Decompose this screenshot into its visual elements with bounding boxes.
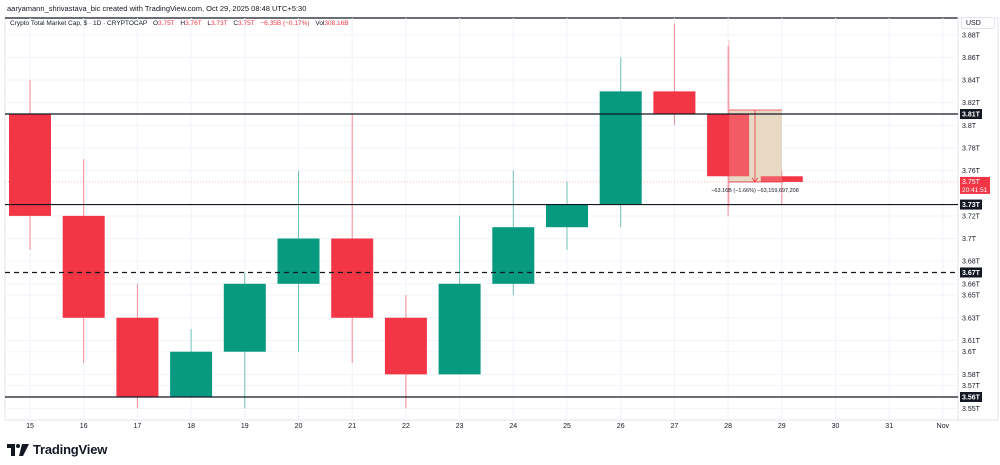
time-tick-label: 31 — [885, 423, 893, 430]
price-tick-label: 3.8T — [962, 123, 977, 130]
low-label: L — [207, 20, 212, 27]
tradingview-logo-icon — [7, 443, 29, 456]
candle-body[interactable] — [707, 114, 750, 177]
candle-body[interactable] — [384, 317, 427, 375]
volume-value: 308.16B — [324, 20, 349, 27]
price-tick-label: 3.78T — [962, 145, 981, 152]
time-tick-label: 24 — [509, 423, 517, 430]
countdown-label: 20:41:51 — [962, 187, 988, 194]
level-price-label: 3.56T — [962, 395, 981, 402]
price-tick-label: 3.55T — [962, 406, 981, 413]
time-tick-label: 26 — [617, 423, 625, 430]
candle-body[interactable] — [223, 283, 266, 352]
candle-body[interactable] — [438, 283, 481, 375]
brand-name: TradingView — [33, 442, 108, 457]
candle-body[interactable] — [9, 114, 51, 216]
price-tick-label: 3.7T — [962, 236, 977, 243]
level-price-badge — [960, 199, 982, 210]
measure-label: −63.16B (−1.66%) −63,159,697,208 — [711, 188, 799, 194]
candle-body[interactable] — [331, 238, 374, 318]
low-value: 3.73T — [211, 20, 228, 27]
current-price-label: 3.75T — [962, 179, 981, 186]
time-tick-label: 23 — [456, 423, 464, 430]
measure-overlay — [729, 110, 782, 182]
price-tick-label: 3.68T — [962, 259, 981, 266]
price-tick-label: 3.86T — [962, 55, 981, 62]
level-price-label: 3.81T — [962, 112, 981, 119]
price-tick-label: 3.65T — [962, 293, 981, 300]
candle-body[interactable] — [546, 204, 588, 228]
current-price-badge — [960, 176, 990, 194]
price-tick-label: 3.84T — [962, 78, 981, 85]
candle-body[interactable] — [116, 317, 159, 397]
price-tick-label: 3.72T — [962, 213, 981, 220]
level-price-badge — [960, 109, 982, 119]
high-value: 3.76T — [185, 20, 202, 27]
price-tick-label: 3.88T — [962, 32, 981, 39]
candle-body[interactable] — [170, 351, 213, 397]
time-tick-label: 17 — [134, 423, 142, 430]
candle-body[interactable] — [760, 176, 803, 182]
level-price-label: 3.73T — [962, 202, 981, 209]
price-tick-label: 3.58T — [962, 372, 981, 379]
price-tick-label: 3.76T — [962, 168, 981, 175]
candle-body[interactable] — [653, 91, 696, 114]
high-label: H — [180, 20, 186, 27]
time-tick-label: 20 — [295, 423, 303, 430]
time-tick-label: 29 — [778, 423, 786, 430]
close-label: C — [233, 20, 239, 27]
time-tick-label: 28 — [724, 423, 732, 430]
measure-arrow-icon — [751, 177, 759, 183]
close-value: 3.75T — [238, 20, 255, 27]
level-price-badge — [960, 392, 982, 402]
currency-selector[interactable]: USD — [961, 17, 995, 29]
level-price-badge — [960, 267, 982, 278]
tradingview-logo[interactable]: TradingView — [7, 442, 107, 457]
credit-text: aaryamann_shrivastava_bic created with T… — [7, 4, 307, 13]
time-tick-label: 21 — [348, 423, 356, 430]
price-tick-label: 3.63T — [962, 315, 981, 322]
open-value: 3.75T — [158, 20, 175, 27]
price-tick-label: 3.6T — [962, 349, 977, 356]
symbol-legend: Crypto Total Market Cap, $ · 1D · CRYPTO… — [10, 20, 349, 27]
symbol-title[interactable]: Crypto Total Market Cap, $ · 1D · CRYPTO… — [10, 20, 148, 27]
price-tick-label: 3.57T — [962, 383, 981, 390]
time-tick-label: 25 — [563, 423, 571, 430]
time-tick-label: 30 — [832, 423, 840, 430]
time-tick-label: 22 — [402, 423, 410, 430]
time-tick-label: 19 — [241, 423, 249, 430]
candle-body[interactable] — [277, 238, 320, 284]
time-tick-label: 15 — [26, 423, 34, 430]
price-tick-label: 3.66T — [962, 281, 981, 288]
price-tick-label: 3.61T — [962, 338, 981, 345]
volume-label: Vol — [315, 20, 325, 27]
candle-body[interactable] — [599, 91, 642, 205]
time-tick-label: 18 — [187, 423, 195, 430]
change-value: −6.35B (−0.17%) — [260, 20, 310, 27]
time-tick-label: 16 — [80, 423, 88, 430]
open-label: O — [152, 20, 159, 27]
candle-body[interactable] — [62, 215, 105, 318]
time-tick-label: Nov — [937, 423, 950, 430]
time-tick-label: 27 — [671, 423, 679, 430]
price-tick-label: 3.82T — [962, 100, 981, 107]
level-price-label: 3.67T — [962, 270, 981, 277]
candle-body[interactable] — [492, 227, 535, 284]
